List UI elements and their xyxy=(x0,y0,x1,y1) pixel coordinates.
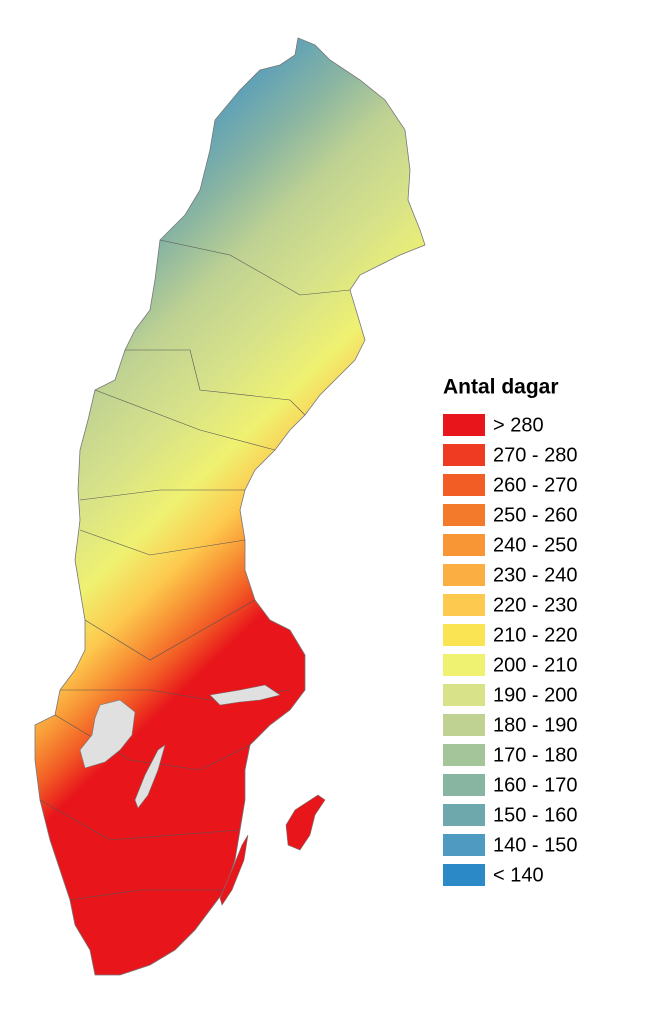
legend-swatch xyxy=(443,834,485,856)
region-borders xyxy=(39,239,351,901)
legend-swatch xyxy=(443,504,485,526)
legend-label: 140 - 150 xyxy=(493,834,578,856)
legend-swatch xyxy=(443,684,485,706)
legend-swatch xyxy=(443,774,485,796)
legend-swatch xyxy=(443,714,485,736)
lake-malaren xyxy=(209,684,281,706)
legend-swatch xyxy=(443,474,485,496)
legend-swatch xyxy=(443,864,485,886)
legend-label: 230 - 240 xyxy=(493,564,578,586)
legend-label: 150 - 160 xyxy=(493,804,578,826)
legend-label: 160 - 170 xyxy=(493,774,578,796)
legend-label: 260 - 270 xyxy=(493,474,578,496)
lake-vattern xyxy=(134,744,166,809)
legend-swatch xyxy=(443,414,485,436)
legend-label: 220 - 230 xyxy=(493,594,578,616)
legend-label: 270 - 280 xyxy=(493,444,578,466)
legend-swatch xyxy=(443,804,485,826)
legend-swatch xyxy=(443,594,485,616)
legend-swatch xyxy=(443,534,485,556)
island-oland xyxy=(219,834,249,906)
legend-label: 170 - 180 xyxy=(493,744,578,766)
legend-swatch xyxy=(443,564,485,586)
legend-swatch xyxy=(443,444,485,466)
legend-swatch xyxy=(443,654,485,676)
legend-title: Antal dagar xyxy=(443,376,559,399)
legend-label: > 280 xyxy=(493,414,544,436)
country-outline xyxy=(34,37,426,976)
legend-label: 240 - 250 xyxy=(493,534,578,556)
legend-swatch xyxy=(443,624,485,646)
legend-label: 180 - 190 xyxy=(493,714,578,736)
island-gotland xyxy=(285,794,326,851)
legend-label: 200 - 210 xyxy=(493,654,578,676)
legend-label: 210 - 220 xyxy=(493,624,578,646)
legend-label: 190 - 200 xyxy=(493,684,578,706)
legend-swatch xyxy=(443,744,485,766)
legend-label: < 140 xyxy=(493,864,544,886)
legend: > 280 270 - 280 260 - 270 250 - 260 240 - 25… xyxy=(443,414,578,886)
legend-label: 250 - 260 xyxy=(493,504,578,526)
lake-vanern xyxy=(79,699,136,769)
